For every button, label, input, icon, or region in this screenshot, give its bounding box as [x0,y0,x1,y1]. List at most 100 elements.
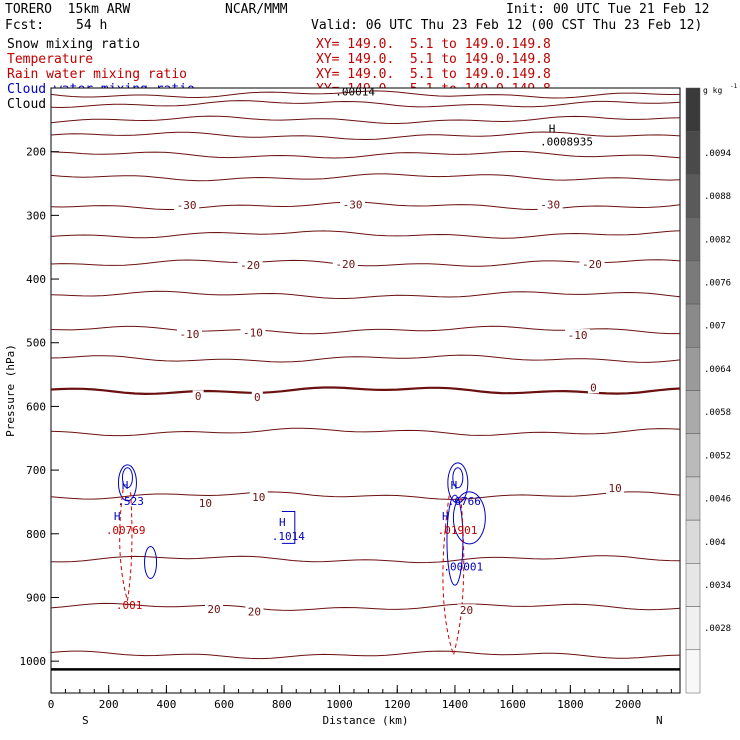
legend-field-name: Temperature [7,52,94,67]
x-tick-label: 1200 [384,698,411,711]
colorbar-swatch [685,519,701,564]
isotherm-line [50,230,681,239]
contour-annotation: .00014 [335,86,375,99]
isotherm-label-bg [249,490,268,503]
isotherm-label-bg [192,390,204,403]
legend-field-name: Snow mixing ratio [7,37,141,52]
isotherm-label-bg [251,390,263,403]
cloud-water-contour [452,467,464,489]
isotherm-label: -30 [540,199,560,212]
contour-annotation: .0008935 [540,135,593,148]
colorbar-label: .0052 [704,451,731,461]
legend-section-coordinates: XY= 149.0. 5.1 to 149.0.149.8 [316,67,551,82]
isotherm-line [50,115,681,125]
colorbar-swatch [685,390,701,434]
contour-annotation: .00001 [443,561,483,574]
isotherm-label-bg [245,605,264,618]
model-title: TORERO 15km ARW [5,2,131,17]
isotherm-label: 0 [590,381,597,394]
isotherm-label-bg [240,326,266,339]
isotherm-label: -20 [335,258,355,271]
y-tick-label: 1000 [20,655,47,668]
colorbar-swatch [685,606,701,651]
isotherm-label: 20 [248,605,261,618]
organization-label: NCAR/MMM [225,2,288,17]
forecast-label: Fcst: [5,18,45,33]
colorbar-swatch [685,563,701,607]
isotherm-label: 20 [207,603,220,616]
contour-annotation: H [451,479,458,492]
colorbar-label: .0058 [704,408,731,418]
y-tick-label: 900 [26,591,46,604]
isotherm-line [50,650,681,660]
y-tick-label: 500 [26,337,46,350]
colorbar-label: .007 [704,322,726,332]
isotherm-label-bg [332,257,358,270]
contour-annotation: H [122,479,129,492]
isotherm-label-bg [457,604,476,617]
isotherm-line [50,100,681,109]
colorbar-label: .0034 [704,581,731,591]
x-axis-south-label: S [82,714,89,727]
isotherm-label: 10 [199,497,212,510]
isotherm-line [50,427,681,437]
y-axis-label: Pressure (hPa) [4,344,17,437]
colorbar-swatch [685,303,701,348]
x-tick-label: 400 [156,698,176,711]
colorbar-swatch [685,260,701,305]
isotherm-line [50,173,681,182]
contour-annotation: .6766 [448,495,481,508]
isotherm-line [50,259,681,267]
cloud-water-contour [117,464,137,502]
contour-annotation: H [114,510,121,523]
contour-annotation: .1014 [272,530,305,543]
colorbar-swatch [685,433,701,478]
colorbar-unit: g kg [703,86,722,95]
isotherm-label: -10 [180,328,200,341]
contour-annotation: H [279,516,286,529]
isotherm-label-bg [196,497,215,510]
x-tick-label: 1600 [499,698,526,711]
colorbar-swatch [685,347,701,391]
y-tick-label: 800 [26,528,46,541]
isotherm-line [50,354,681,363]
colorbar-swatch [685,476,701,521]
contour-annotation: .01901 [438,524,478,537]
y-tick-label: 700 [26,464,46,477]
isotherm-line [50,386,681,396]
rain-water-contour [442,495,465,657]
colorbar-unit-exponent: -1 [730,83,738,90]
contour-annotation: H [549,123,556,136]
x-tick-label: 2000 [615,698,642,711]
legend-field-name: Rain water mixing ratio [7,67,188,82]
colorbar-swatch [685,649,701,694]
isotherm-line [50,201,681,211]
isotherm-label: 20 [460,604,473,617]
cloud-water-contour [144,545,158,579]
isotherm-label-bg [205,602,224,615]
isotherm-label: -20 [240,259,260,272]
isotherm-label-bg [340,198,366,211]
colorbar-label: .0082 [704,235,731,245]
isotherm-line [50,151,681,159]
colorbar-label: .0076 [704,278,731,288]
x-tick-label: 1800 [557,698,584,711]
colorbar-swatch [685,174,701,218]
contour-annotation: H [442,510,449,523]
colorbar-swatch [685,217,701,262]
colorbar-swatch [685,87,701,132]
x-tick-label: 600 [214,698,234,711]
forecast-hours: 54 h [76,18,108,33]
colorbar-label: .0088 [704,192,731,202]
isotherm-label-bg [579,257,605,270]
contour-annotation: .00769 [106,524,146,537]
cloud-water-contour [452,491,486,545]
x-axis-label: Distance (km) [322,714,408,727]
cloud-water-contour [121,467,133,489]
rain-water-contour [119,489,133,601]
init-time: Init: 00 UTC Tue 21 Feb 12 [506,2,710,17]
y-tick-label: 600 [26,400,46,413]
isotherm-line [50,90,681,99]
cloud-water-contour [447,462,469,504]
